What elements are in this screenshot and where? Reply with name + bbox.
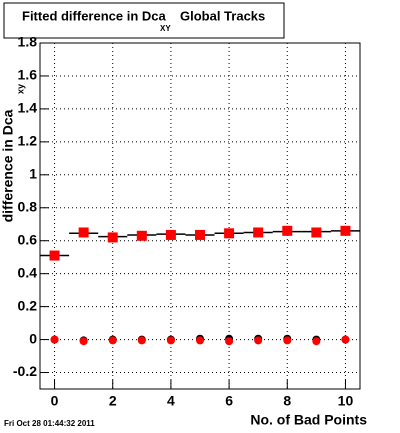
x-tick-label: 4 [167, 393, 175, 409]
y-tick-label: 0.6 [18, 231, 38, 247]
square-marker [253, 227, 264, 238]
circle-marker [254, 336, 263, 345]
x-tick-label: 10 [338, 393, 354, 409]
x-tick-label: 6 [225, 393, 233, 409]
square-marker [282, 225, 293, 236]
circle-marker [166, 336, 175, 345]
square-marker [195, 229, 205, 240]
y-tick-label: 1.8 [18, 34, 38, 50]
y-axis-subscript: xy [15, 84, 25, 94]
y-tick-label: 0 [29, 330, 37, 346]
square-marker [78, 227, 89, 238]
timestamp: Fri Oct 28 01:44:32 2011 [4, 419, 95, 428]
y-tick-label: 0.2 [18, 297, 38, 313]
square-marker [49, 250, 60, 261]
y-tick-label: 1.4 [18, 100, 38, 116]
circle-marker [137, 336, 146, 345]
x-tick-label: 2 [109, 393, 117, 409]
title-suffix: Global Tracks [180, 8, 265, 23]
y-tick-label: 1 [29, 166, 37, 182]
y-tick-label: -0.2 [13, 363, 37, 379]
square-marker [311, 227, 322, 238]
circle-marker [79, 337, 88, 346]
square-marker [136, 230, 147, 241]
circle-marker [283, 336, 292, 345]
square-marker [107, 232, 118, 243]
y-tick-label: 1.2 [18, 133, 38, 149]
circle-marker [225, 337, 234, 346]
square-marker [224, 228, 235, 239]
square-marker [165, 229, 176, 240]
y-tick-label: 0.4 [18, 264, 38, 280]
x-tick-label: 0 [51, 393, 59, 409]
y-tick-label: 0.8 [18, 198, 38, 214]
circle-marker [108, 336, 117, 345]
circle-marker [50, 335, 59, 344]
square-marker [340, 225, 351, 236]
title-subscript: XY [160, 24, 171, 33]
x-axis-label: No. of Bad Points [250, 412, 367, 428]
title-box [3, 2, 285, 39]
circle-marker [196, 336, 204, 345]
x-tick-label: 8 [283, 393, 291, 409]
circle-marker [312, 337, 321, 346]
chart-title: Fitted difference in Dca [22, 8, 167, 23]
y-axis-label: difference in Dca [0, 109, 16, 222]
circle-marker [341, 335, 350, 344]
y-tick-label: 1.6 [18, 67, 38, 83]
